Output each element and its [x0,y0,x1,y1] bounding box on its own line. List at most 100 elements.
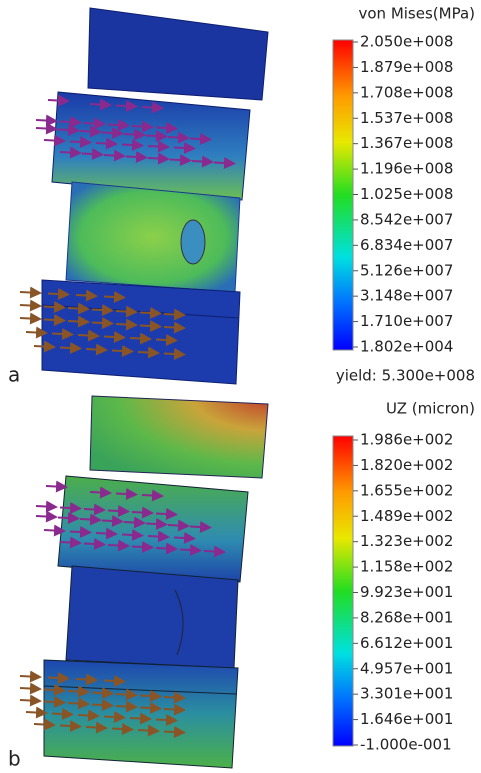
load-arrow [115,688,138,701]
load-arrows-b [19,480,226,738]
load-arrow [47,672,70,684]
load-arrow [91,699,114,711]
tick-label: 1.710e+007 [360,312,453,330]
load-arrow [19,286,42,299]
tick-label: 5.126e+007 [360,261,453,279]
load-arrow [51,328,74,340]
load-arrow [91,304,114,316]
tick-label: 1.323e+002 [360,532,453,550]
panel-label: b [8,747,21,771]
load-arrow [155,122,178,134]
load-arrow [191,155,214,168]
tick-label: 4.957e+001 [360,659,453,677]
tick-label: 2.050e+008 [360,33,453,51]
load-arrow [123,128,146,141]
load-arrow [145,130,168,142]
load-arrow [57,124,80,136]
load-arrow [83,117,106,130]
load-arrow [155,542,178,555]
load-arrow [67,685,90,698]
load-arrow [107,505,130,517]
load-arrow [77,329,100,342]
load-arrow [101,127,124,139]
load-arrow [33,340,56,353]
load-arrow [59,502,82,514]
load-arrow [129,712,152,725]
load-arrow [91,687,114,699]
yield-note: yield: 5.300e+008 [336,367,475,385]
load-arrow [107,119,130,131]
load-arrow [57,512,80,524]
load-arrow [59,116,82,128]
load-arrow [129,332,152,345]
load-arrow [51,708,74,720]
tick-label: 8.268e+001 [360,608,453,626]
load-arrow [47,94,70,107]
load-arrow [19,670,42,683]
load-arrow [131,541,154,553]
colorbar-b [332,435,354,747]
load-arrow [33,718,56,731]
load-arrow [141,101,164,114]
load-arrow [167,131,190,144]
load-arrow [155,334,178,346]
load-arrow [137,724,160,737]
tick-label: 6.834e+007 [360,236,453,254]
tick-label: 1.196e+008 [360,160,453,178]
load-arrow [103,149,126,162]
load-arrow [43,301,66,313]
tick-label: 1.802e+004 [360,338,453,356]
load-arrow [103,711,126,723]
load-arrow [43,134,66,147]
load-arrow [163,691,186,704]
load-arrow [189,133,212,145]
load-arrow [67,697,90,710]
load-arrow [213,157,236,169]
load-arrow [35,500,58,513]
load-arrow [43,696,66,708]
load-arrow [43,314,66,326]
load-arrow [95,527,118,540]
legend-title: UZ (micron) [386,400,475,418]
tick-label: 3.148e+007 [360,287,453,305]
load-arrow [131,506,154,519]
tick-label: 6.612e+001 [360,634,453,652]
load-arrow [75,289,98,302]
tick-label: 3.301e+001 [360,685,453,703]
load-arrow [79,513,102,526]
load-arrow [139,320,162,332]
tick-label: -1.000e-001 [360,736,452,754]
colorbar-a [332,39,354,351]
load-arrow [139,307,162,319]
tick-label: 1.158e+002 [360,558,453,576]
load-arrow [35,510,58,523]
load-arrow [89,486,112,499]
load-arrow [123,516,146,529]
load-arrow [147,140,170,153]
load-arrow [173,142,196,154]
load-arrow [69,526,92,538]
tick-label: 1.708e+008 [360,83,453,101]
load-arrow [67,302,90,315]
load-arrow [173,532,196,544]
load-arrow [103,675,126,687]
load-arrow [115,488,138,500]
load-arrow [25,706,48,719]
load-arrow [147,152,170,165]
load-arrow [67,315,90,328]
load-arrow [103,291,126,303]
tick-label: 1.986e+002 [360,431,453,449]
load-arrow [115,100,138,112]
load-arrow [167,519,190,532]
load-arrow [111,345,134,357]
load-arrows-a [19,94,236,360]
tick-label: 1.646e+001 [360,710,453,728]
load-arrow [139,702,162,714]
load-arrow [47,288,70,300]
load-arrow [59,342,82,354]
load-arrow [77,709,100,722]
load-arrow [59,536,82,549]
load-arrow [79,125,102,138]
load-arrow [83,503,106,516]
tick-label: 1.537e+008 [360,109,453,127]
